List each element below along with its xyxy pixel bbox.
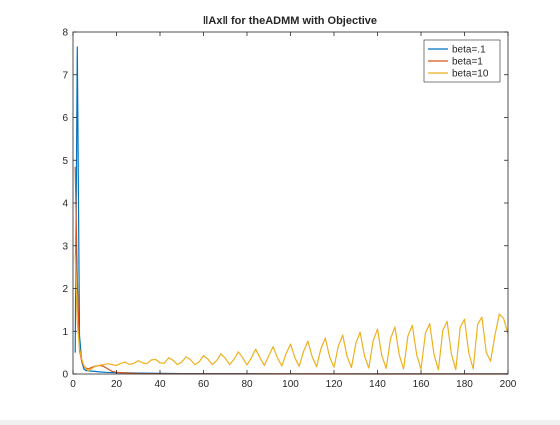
- x-tick-label-3: 60: [198, 379, 210, 390]
- y-tick-label-0: 0: [62, 370, 68, 381]
- plot-area: [73, 32, 508, 374]
- y-tick-label-7: 7: [62, 70, 68, 81]
- x-tick-label-5: 100: [282, 379, 299, 390]
- y-tick-label-6: 6: [62, 113, 68, 124]
- x-tick-label-7: 140: [369, 379, 386, 390]
- legend-label-1: beta=1: [452, 57, 483, 68]
- x-tick-label-8: 160: [413, 379, 430, 390]
- legend-label-2: beta=10: [452, 69, 489, 80]
- legend-label-0: beta=.1: [452, 45, 486, 56]
- y-tick-label-2: 2: [62, 284, 68, 295]
- axes-layer: 0 20 40 60 80 100 120 140 160 180 200 0 1 2 3 4 5 6 7 8: [62, 28, 516, 391]
- x-tick-label-10: 200: [500, 379, 517, 390]
- y-tick-label-1: 1: [62, 327, 68, 338]
- y-tick-label-5: 5: [62, 156, 68, 167]
- chart-title: ‖Ax‖ for theADMM with Objective: [203, 15, 377, 27]
- x-tick-label-0: 0: [70, 379, 76, 390]
- x-tick-label-9: 180: [456, 379, 473, 390]
- y-tick-label-3: 3: [62, 241, 68, 252]
- x-tick-label-4: 80: [241, 379, 253, 390]
- x-tick-label-6: 120: [326, 379, 343, 390]
- x-tick-label-2: 40: [154, 379, 166, 390]
- series-line-2: [74, 254, 509, 372]
- y-tick-label-4: 4: [62, 199, 68, 210]
- x-tick-label-1: 20: [111, 379, 123, 390]
- y-tick-label-8: 8: [62, 28, 68, 39]
